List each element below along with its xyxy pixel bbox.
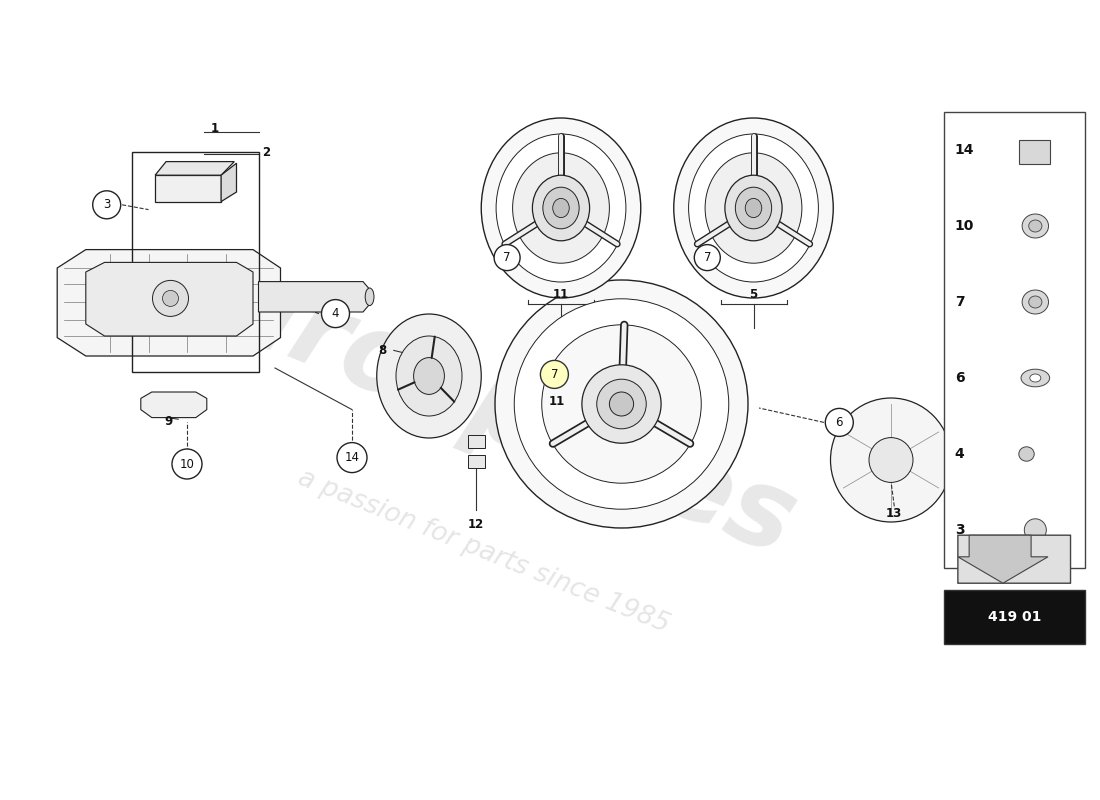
Text: 4: 4 bbox=[332, 307, 339, 320]
Text: 11: 11 bbox=[549, 395, 564, 408]
Ellipse shape bbox=[582, 365, 661, 443]
Circle shape bbox=[694, 245, 720, 270]
Text: 10: 10 bbox=[179, 458, 195, 470]
Polygon shape bbox=[958, 535, 1048, 583]
Text: a passion for parts since 1985: a passion for parts since 1985 bbox=[295, 466, 673, 638]
Ellipse shape bbox=[532, 175, 590, 241]
Ellipse shape bbox=[830, 398, 952, 522]
Ellipse shape bbox=[541, 325, 702, 483]
Ellipse shape bbox=[869, 438, 913, 482]
Ellipse shape bbox=[396, 336, 462, 416]
Bar bbox=[132, 152, 258, 372]
Ellipse shape bbox=[705, 153, 802, 263]
Polygon shape bbox=[155, 162, 234, 175]
Ellipse shape bbox=[609, 392, 634, 416]
Ellipse shape bbox=[746, 198, 762, 218]
Ellipse shape bbox=[1024, 519, 1046, 541]
Polygon shape bbox=[155, 175, 221, 202]
Ellipse shape bbox=[513, 153, 609, 263]
Ellipse shape bbox=[725, 175, 782, 241]
Ellipse shape bbox=[736, 187, 772, 229]
Text: 5: 5 bbox=[749, 288, 758, 301]
Ellipse shape bbox=[365, 288, 374, 306]
Text: 11: 11 bbox=[553, 288, 569, 301]
Ellipse shape bbox=[1022, 290, 1048, 314]
Ellipse shape bbox=[1022, 214, 1048, 238]
Ellipse shape bbox=[596, 379, 647, 429]
Bar bbox=[468, 435, 485, 448]
Bar bbox=[944, 112, 1085, 568]
Polygon shape bbox=[141, 392, 207, 418]
Ellipse shape bbox=[1028, 296, 1042, 308]
Circle shape bbox=[337, 442, 367, 473]
Circle shape bbox=[494, 245, 520, 270]
Text: 7: 7 bbox=[955, 295, 965, 309]
Circle shape bbox=[92, 190, 121, 218]
Text: 6: 6 bbox=[955, 371, 965, 385]
Text: 3: 3 bbox=[955, 523, 965, 537]
Ellipse shape bbox=[689, 134, 818, 282]
Circle shape bbox=[153, 280, 188, 316]
Polygon shape bbox=[258, 282, 369, 312]
Ellipse shape bbox=[674, 118, 834, 298]
Text: 7: 7 bbox=[551, 368, 558, 381]
Ellipse shape bbox=[1021, 370, 1049, 387]
Text: 14: 14 bbox=[344, 451, 360, 464]
Ellipse shape bbox=[1028, 220, 1042, 232]
Text: 7: 7 bbox=[504, 251, 510, 264]
Text: 9: 9 bbox=[164, 415, 173, 428]
Text: 1: 1 bbox=[210, 122, 219, 134]
Ellipse shape bbox=[514, 299, 728, 510]
Ellipse shape bbox=[1019, 446, 1034, 461]
Text: 6: 6 bbox=[836, 416, 843, 429]
Text: 8: 8 bbox=[378, 344, 387, 357]
Ellipse shape bbox=[543, 187, 579, 229]
Text: eurospares: eurospares bbox=[135, 222, 811, 578]
Text: 4: 4 bbox=[955, 447, 965, 461]
Bar bbox=[468, 455, 485, 468]
Text: 13: 13 bbox=[887, 507, 902, 520]
Text: 419 01: 419 01 bbox=[988, 610, 1041, 624]
Text: 7: 7 bbox=[704, 251, 711, 264]
Text: 3: 3 bbox=[103, 198, 110, 211]
Circle shape bbox=[825, 408, 854, 437]
Polygon shape bbox=[86, 262, 253, 336]
Bar bbox=[1019, 141, 1049, 164]
Ellipse shape bbox=[482, 118, 640, 298]
Circle shape bbox=[163, 290, 178, 306]
Ellipse shape bbox=[496, 134, 626, 282]
Polygon shape bbox=[57, 250, 280, 356]
Text: 12: 12 bbox=[469, 518, 484, 530]
Ellipse shape bbox=[552, 198, 570, 218]
Bar bbox=[944, 590, 1085, 644]
Circle shape bbox=[540, 360, 569, 389]
Text: 14: 14 bbox=[955, 143, 975, 157]
Ellipse shape bbox=[376, 314, 482, 438]
Ellipse shape bbox=[414, 358, 444, 394]
Text: 2: 2 bbox=[262, 146, 271, 158]
Ellipse shape bbox=[495, 280, 748, 528]
Circle shape bbox=[321, 300, 350, 328]
Text: 10: 10 bbox=[955, 219, 975, 233]
Circle shape bbox=[172, 449, 202, 479]
FancyBboxPatch shape bbox=[958, 535, 1070, 583]
Ellipse shape bbox=[1030, 374, 1041, 382]
Polygon shape bbox=[221, 163, 236, 202]
